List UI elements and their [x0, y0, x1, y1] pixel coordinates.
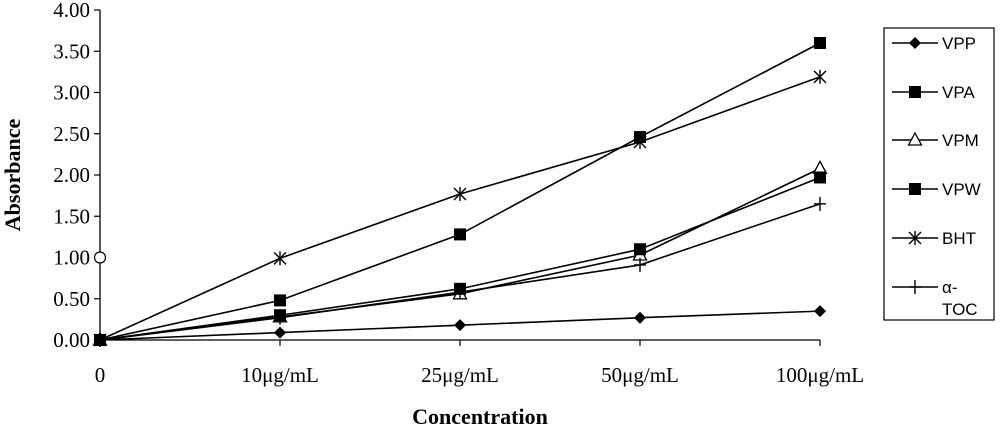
data-point-vpp-shape [814, 305, 826, 318]
data-point-vpw [634, 243, 646, 256]
legend-marker-shape [909, 86, 921, 98]
data-point-vpp [814, 305, 826, 318]
x-tick-label: 25μg/mL [421, 363, 499, 387]
legend-marker [909, 183, 921, 195]
legend-label: α- TOC [942, 278, 978, 319]
data-point-vpa [274, 294, 286, 307]
data-point-vpp-shape [274, 326, 286, 339]
data-point-toc [814, 196, 826, 211]
y-tick-label: 0.50 [53, 287, 90, 311]
legend-marker [907, 131, 923, 146]
legend-label: VPA [942, 83, 975, 102]
data-point-vpp [634, 311, 646, 324]
legend-marker-shape [907, 131, 923, 146]
data-point-vpa-shape [454, 228, 466, 241]
legend-label: VPW [942, 180, 981, 199]
data-point-vpp [454, 319, 466, 332]
legend-label-line: α- [942, 278, 958, 297]
data-point-vpw-shape [634, 243, 646, 256]
legend-item-vpp: VPP [892, 34, 976, 53]
legend-item-bht: BHT [892, 229, 976, 248]
x-ticks: 0 10μg/mL 25μg/mL 50μg/mL 100μg/mL [95, 340, 864, 387]
data-point-vpp-shape [454, 319, 466, 332]
legend-label-line: TOC [942, 300, 978, 319]
y-tick-label: 1.50 [53, 204, 90, 228]
series-group [92, 37, 828, 347]
legend-label: VPM [942, 131, 979, 150]
data-point-bht [453, 186, 467, 201]
series-vpa [94, 37, 826, 346]
annotations [93, 251, 107, 264]
data-point-vpa [814, 37, 826, 49]
series-bht [93, 69, 827, 347]
data-point-bht [813, 69, 827, 84]
y-tick-label: 2.00 [53, 163, 90, 187]
legend-marker [909, 86, 921, 98]
legend-box [883, 27, 995, 321]
annotation-marker [93, 251, 107, 264]
legend: VPP VPA VPM VPW BHT α- TOC [883, 27, 995, 321]
data-point-vpp-shape [634, 311, 646, 324]
data-point-bht [633, 135, 647, 149]
x-tick-label: 10μg/mL [241, 363, 319, 387]
data-point-toc [634, 257, 646, 272]
legend-label: VPP [942, 34, 976, 53]
legend-label: BHT [942, 229, 976, 248]
annotation-marker-shape [93, 251, 107, 264]
x-tick-label: 50μg/mL [601, 363, 679, 387]
legend-marker [908, 231, 922, 245]
y-tick-label: 3.00 [53, 81, 90, 105]
legend-marker-shape [909, 37, 921, 49]
x-tick-label: 0 [95, 363, 106, 387]
data-point-vpa-shape [814, 37, 826, 49]
data-point-toc [274, 310, 286, 325]
legend-item-vpa: VPA [892, 83, 975, 102]
y-tick-label: 0.00 [53, 328, 90, 352]
y-axis-title: Absorbance [0, 119, 25, 232]
legend-item-vpw: VPW [892, 180, 981, 199]
legend-item-vpm: VPM [892, 131, 979, 150]
x-axis-title: Concentration [412, 404, 548, 429]
data-point-vpw [814, 171, 826, 184]
y-tick-label: 2.50 [53, 122, 90, 146]
legend-item-toc: α- TOC [892, 278, 978, 319]
data-point-vpa [454, 228, 466, 241]
data-point-toc [454, 285, 466, 300]
legend-marker [909, 37, 921, 49]
data-point-bht [273, 251, 287, 266]
data-point-vpp [274, 326, 286, 339]
data-point-vpa-shape [274, 294, 286, 307]
series-toc [94, 196, 826, 347]
x-tick-label: 100μg/mL [776, 363, 864, 387]
y-tick-label: 4.00 [53, 0, 90, 22]
series-line-bht [99, 76, 821, 341]
legend-marker [909, 280, 921, 294]
y-tick-label: 1.00 [53, 246, 90, 270]
y-ticks: 0.00 0.50 1.00 1.50 2.00 2.50 3.00 3.50 4.00 [53, 0, 100, 352]
data-point-toc [94, 333, 106, 347]
legend-marker-shape [909, 183, 921, 195]
y-tick-label: 3.50 [53, 39, 90, 63]
data-point-vpw-shape [814, 171, 826, 184]
